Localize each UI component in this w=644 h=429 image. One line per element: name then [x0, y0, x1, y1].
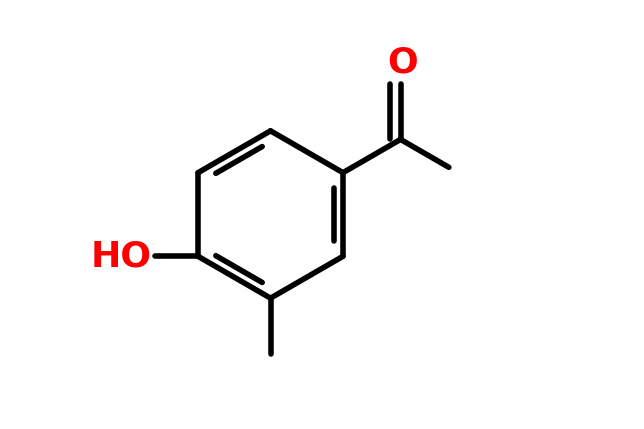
Text: O: O [387, 45, 418, 79]
Text: HO: HO [91, 239, 152, 273]
